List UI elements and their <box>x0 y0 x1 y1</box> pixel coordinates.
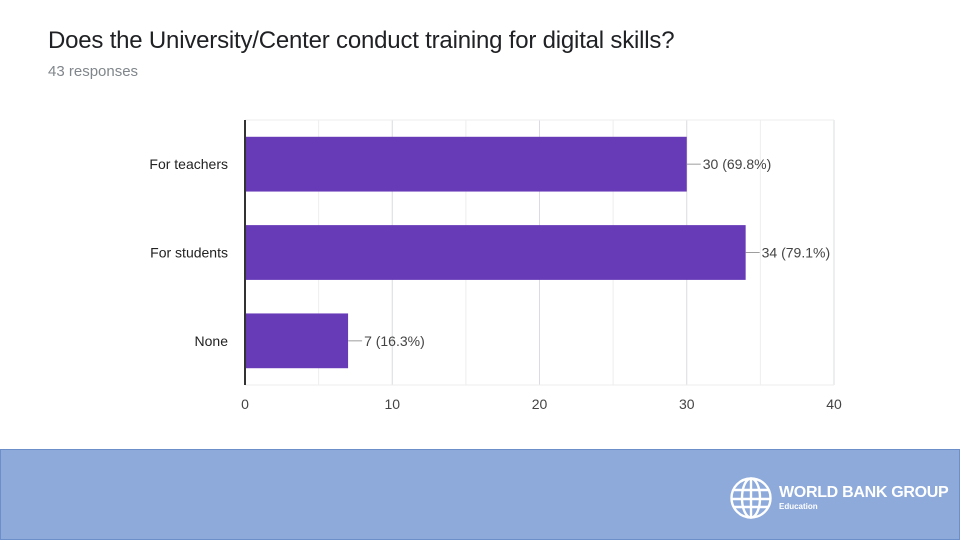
x-tick-label: 10 <box>384 396 400 412</box>
x-tick-label: 0 <box>241 396 249 412</box>
footer-band <box>0 449 960 540</box>
bar-chart: For teachers 30 (69.8%) For students 34 (79… <box>149 119 842 412</box>
globe-icon <box>730 477 772 519</box>
label-layer: For teachers 30 (69.8%) For students 34 (79… <box>149 156 842 412</box>
logo-name: WORLD BANK GROUP <box>779 484 949 501</box>
category-label: For students <box>150 245 228 261</box>
response-count: 43 responses <box>48 63 139 80</box>
x-tick-label: 20 <box>532 396 548 412</box>
bar <box>245 136 687 192</box>
x-tick-label: 30 <box>679 396 695 412</box>
data-label: 30 (69.8%) <box>703 156 771 172</box>
world-bank-logo: WORLD BANK GROUP Education <box>729 475 949 521</box>
category-label: For teachers <box>149 156 228 172</box>
logo-sub: Education <box>779 502 818 511</box>
bar-layer <box>245 136 746 369</box>
data-label: 7 (16.3%) <box>364 333 425 349</box>
chart-title: Does the University/Center conduct train… <box>48 27 675 54</box>
category-label: None <box>195 333 229 349</box>
bar <box>245 313 349 369</box>
bar <box>245 225 746 280</box>
data-label: 34 (79.1%) <box>762 245 830 261</box>
x-tick-label: 40 <box>826 396 842 412</box>
